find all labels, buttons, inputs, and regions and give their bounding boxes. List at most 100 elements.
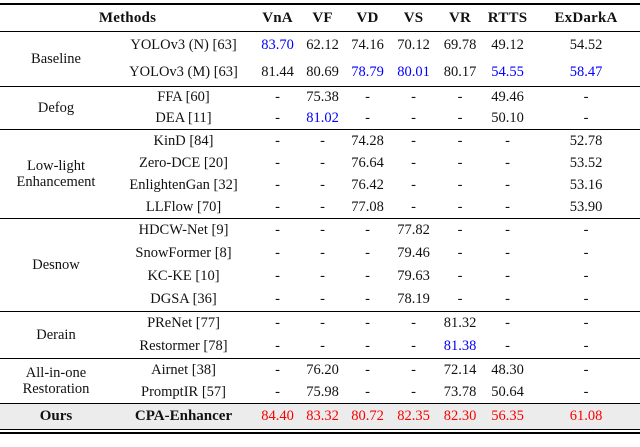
metric-value-cell: - — [457, 154, 463, 171]
metric-value-cell: - — [275, 268, 280, 285]
metric-value-cell: - — [532, 218, 640, 242]
metric-value-cell: - — [275, 154, 280, 171]
metric-header-vs: VS — [390, 4, 438, 32]
method-name-cell: LLFlow [70] — [145, 198, 222, 215]
metric-value-cell: - — [275, 198, 280, 215]
metric-value-cell: - — [275, 245, 280, 262]
metric-value-cell: 70.12 — [390, 31, 438, 59]
metric-value-cell: - — [583, 110, 589, 127]
method-name-cell: FFA [60] — [112, 86, 256, 108]
metric-value-cell: 77.82 — [390, 218, 438, 242]
metric-value-cell: - — [320, 291, 325, 308]
metric-value-cell: - — [457, 245, 463, 262]
metric-value-cell: 81.44 — [261, 64, 294, 81]
table-row: PromptIR [57] - 75.98 - - 73.78 50.64 - — [0, 381, 640, 404]
metric-value-cell: - — [411, 383, 416, 400]
method-name-cell: CPA-Enhancer — [112, 403, 256, 430]
method-name-cell: KC-KE [10] — [147, 268, 220, 285]
metric-value-cell: 80.17 — [443, 64, 477, 81]
metric-value-cell: - — [320, 154, 325, 171]
metric-value-cell: 84.40 — [255, 403, 301, 430]
metric-value-cell: 82.35 — [390, 403, 438, 430]
table-row: YOLOv3 (M) [63] 81.44 80.69 78.79 80.01 80.17… — [0, 59, 640, 87]
group-label-cell: Low-light Enhancement — [0, 129, 112, 219]
metric-value-cell: 78.19 — [397, 291, 430, 308]
method-name-cell: DGSA [36] — [150, 291, 217, 308]
group-label-cell: Baseline — [0, 31, 112, 87]
metric-value-cell: 50.10 — [491, 110, 524, 127]
metric-value-cell: 69.78 — [437, 31, 484, 59]
table-row: SnowFormer [8] - - - 79.46 - - - — [0, 242, 640, 265]
metric-header-vf: VF — [300, 4, 346, 32]
table-row: DGSA [36] - - - 78.19 - - - — [0, 288, 640, 312]
metric-value-cell: 76.20 — [300, 358, 346, 381]
method-name-cell: Airnet [38] — [112, 358, 256, 381]
metric-value-cell: - — [457, 176, 463, 193]
metric-value-cell: 58.47 — [569, 64, 603, 81]
table-header: Methods VnA VF VD VS VR RTTS ExDarkA — [0, 4, 640, 32]
metric-value-cell: - — [532, 358, 640, 381]
method-name-cell: Restormer [78] — [139, 338, 228, 355]
metric-value-cell: - — [411, 154, 416, 171]
metric-value-cell: 72.14 — [437, 358, 484, 381]
metric-value-cell: 53.90 — [569, 198, 603, 215]
metric-value-cell: 80.72 — [345, 403, 391, 430]
method-name-cell: PromptIR [57] — [141, 383, 226, 400]
metric-value-cell: - — [320, 176, 325, 193]
metric-header-exdarka: ExDarkA — [532, 4, 640, 32]
metric-value-cell: 79.46 — [397, 245, 430, 262]
metric-value-cell: - — [390, 129, 438, 152]
metric-header-vna: VnA — [255, 4, 301, 32]
metric-value-cell: - — [457, 110, 463, 127]
metric-value-cell: - — [320, 198, 325, 215]
metric-value-cell: - — [437, 218, 484, 242]
metric-value-cell: - — [483, 218, 533, 242]
metric-value-cell: - — [505, 154, 510, 171]
metric-value-cell: - — [483, 311, 533, 335]
metric-value-cell: - — [457, 198, 463, 215]
metric-value-cell: 80.69 — [306, 64, 339, 81]
metric-value-cell: - — [275, 110, 280, 127]
table-row: DEA [11] - 81.02 - - - 50.10 - — [0, 108, 640, 130]
metric-value-cell: 49.12 — [483, 31, 533, 59]
table-row: Restormer [78] - - - - 81.38 - - — [0, 335, 640, 359]
metric-value-cell: 83.32 — [300, 403, 346, 430]
table-row: Desnow HDCW-Net [9] - - -77.82- - - — [0, 218, 640, 312]
metric-value-cell: - — [365, 245, 370, 262]
metric-value-cell: - — [532, 311, 640, 335]
method-name-cell: PReNet [77] — [112, 311, 256, 335]
table-row: Baseline YOLOv3 (N) [63] 83.70 62.12 74.16 70… — [0, 31, 640, 87]
metric-value-cell: 52.78 — [532, 129, 640, 152]
group-label-cell: Desnow — [0, 218, 112, 312]
metric-value-cell: - — [583, 268, 589, 285]
metric-value-cell: - — [390, 358, 438, 381]
metric-value-cell: 75.98 — [306, 383, 339, 400]
metric-value-cell: 54.52 — [532, 31, 640, 59]
metric-value-cell: 81.02 — [306, 110, 339, 127]
metric-value-cell: 77.08 — [351, 198, 384, 215]
metric-value-cell: 50.64 — [491, 383, 524, 400]
metric-value-cell: 54.55 — [491, 64, 524, 81]
group-label-cell: Ours — [0, 403, 112, 430]
metric-value-cell: 76.64 — [351, 154, 384, 171]
metric-value-cell: 79.63 — [397, 268, 430, 285]
metric-value-cell: 48.30 — [483, 358, 533, 381]
metric-value-cell: - — [411, 338, 416, 355]
method-name-cell: DEA [11] — [155, 110, 212, 127]
methods-column-header: Methods — [0, 4, 256, 32]
metric-value-cell: 80.01 — [397, 64, 430, 81]
table-row: Defog FFA [60] -75.38- - -49.46- — [0, 86, 640, 130]
metric-value-cell: 81.38 — [443, 338, 477, 355]
metric-value-cell: - — [532, 86, 640, 108]
metric-value-cell: - — [365, 338, 370, 355]
bottom-double-rule — [0, 432, 640, 434]
header-row: Methods VnA VF VD VS VR RTTS ExDarkA — [0, 4, 640, 32]
method-name-cell: YOLOv3 (N) [63] — [112, 31, 256, 59]
table-row: Ours CPA-Enhancer 84.40 83.32 80.72 82.35 82.3… — [0, 403, 640, 430]
metric-value-cell: - — [320, 268, 325, 285]
metric-value-cell: 49.46 — [483, 86, 533, 108]
metric-value-cell: 53.16 — [569, 176, 603, 193]
metric-value-cell: - — [505, 291, 510, 308]
metric-header-vr: VR — [437, 4, 484, 32]
